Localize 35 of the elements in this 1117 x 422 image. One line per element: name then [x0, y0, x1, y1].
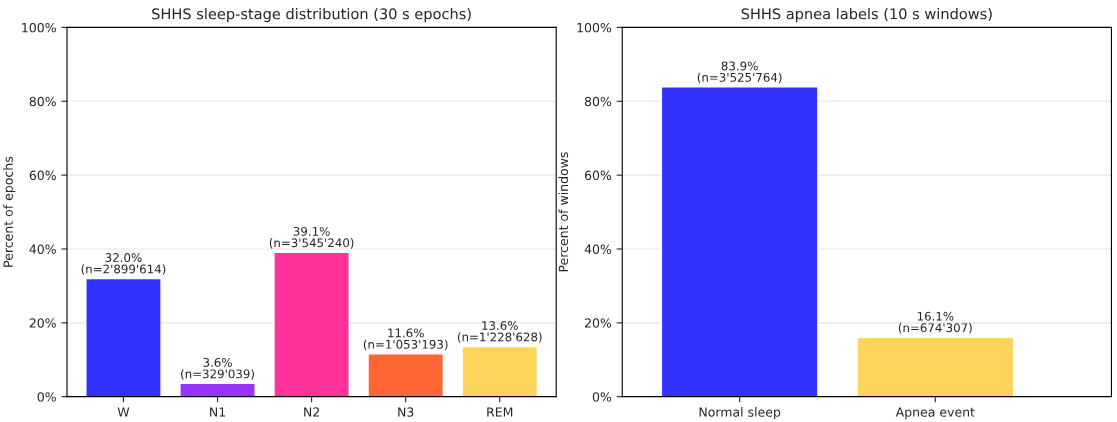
bar	[85, 277, 162, 397]
data-label: 11.6% (n=1'053'193)	[363, 328, 448, 351]
y-tick-label: 100%	[22, 22, 56, 33]
x-tick-label: N2	[304, 407, 320, 417]
bar	[179, 382, 256, 397]
y-tick-label: 0%	[37, 392, 56, 402]
y-tick-label: 80%	[29, 96, 56, 107]
x-tick-label: W	[117, 407, 130, 417]
y-tick-label: 80%	[584, 96, 612, 107]
y-axis-title: Percent of windows	[558, 152, 569, 272]
x-tick-label: N3	[398, 407, 414, 417]
data-label: 13.6% (n=1'228'628)	[457, 321, 542, 343]
bar	[461, 345, 539, 397]
x-tick-label: N1	[210, 407, 226, 417]
y-axis-title: Percent of epochs	[3, 156, 16, 267]
y-tick-label: 40%	[29, 244, 56, 254]
x-tick-label: REM	[487, 407, 513, 417]
bar	[273, 251, 350, 397]
x-tick-label: Apnea event	[895, 407, 975, 420]
y-tick-label: 60%	[29, 170, 56, 181]
chart-title: SHHS apnea labels (10 s windows)	[741, 8, 992, 23]
y-tick-label: 40%	[584, 244, 612, 254]
data-label: 32.0% (n=2'899'614)	[81, 253, 166, 275]
y-tick-label: 20%	[29, 318, 56, 328]
bar	[367, 353, 445, 397]
chart-title: SHHS sleep-stage distribution (30 s epochs)	[152, 8, 471, 23]
x-tick-label: Normal sleep	[699, 407, 781, 420]
y-tick-label: 60%	[584, 170, 612, 181]
data-label: 39.1% (n=3'545'240)	[269, 226, 354, 249]
y-tick-label: 100%	[577, 22, 612, 33]
y-tick-label: 20%	[584, 318, 612, 328]
data-label: 16.1% (n=674'307)	[898, 311, 972, 334]
data-label: 83.9% (n=3'525'764)	[697, 61, 782, 84]
y-tick-label: 0%	[592, 392, 612, 402]
data-label: 3.6% (n=329'039)	[181, 357, 254, 380]
